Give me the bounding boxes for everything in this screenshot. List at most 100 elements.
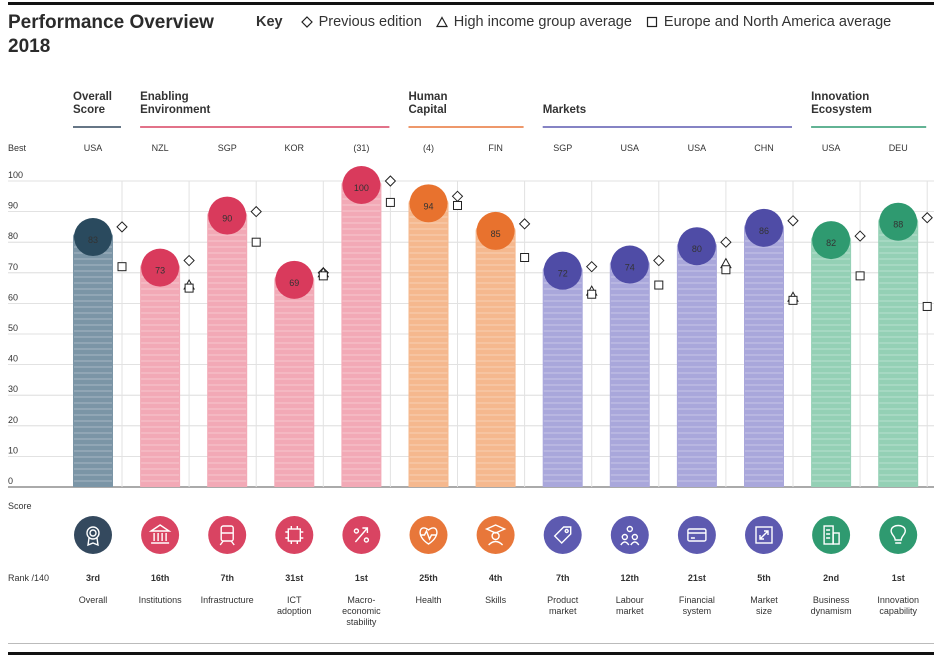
icon-glyph — [553, 526, 572, 544]
previous-edition-marker — [183, 254, 195, 267]
score-label: 72 — [558, 269, 568, 279]
best-performer: SGP — [218, 143, 237, 153]
score-label: 80 — [692, 244, 702, 254]
rank-label: 12th — [621, 573, 640, 583]
score-label: 88 — [893, 220, 903, 230]
pillar-name: adoption — [277, 606, 312, 616]
score-label: 74 — [625, 263, 635, 273]
best-performer: DEU — [889, 143, 908, 153]
europe-na-marker — [184, 283, 194, 293]
score-label: 83 — [88, 235, 98, 245]
medal-ring — [86, 526, 100, 540]
tag-hole — [564, 528, 569, 534]
rank-label: 5th — [757, 573, 771, 583]
score-label: 82 — [826, 238, 836, 248]
best-performer: KOR — [285, 143, 305, 153]
pillar-name: Macro- — [347, 595, 375, 605]
pillar-name: capability — [879, 606, 917, 616]
score-label: 69 — [289, 278, 299, 288]
score-bar — [140, 263, 181, 487]
europe-na-marker — [855, 271, 865, 281]
tag-icon — [543, 516, 582, 554]
top-rule — [8, 2, 934, 5]
y-tick-label: 60 — [8, 292, 18, 302]
pillar-name: Financial — [679, 595, 715, 605]
icon-glyph — [419, 527, 438, 545]
bottom-rule — [8, 652, 934, 655]
legend-key-label: Key — [256, 14, 283, 30]
score-bar — [475, 226, 516, 487]
icon-glyph — [484, 524, 507, 546]
cap — [484, 524, 507, 534]
group-label: Ecosystem — [811, 104, 872, 116]
person-head — [621, 533, 628, 541]
chip-body — [287, 528, 301, 542]
pillar-name: size — [756, 606, 772, 616]
group-label: Score — [73, 104, 105, 116]
best-performer: SGP — [553, 143, 572, 153]
score-bar — [609, 260, 650, 487]
square-icon — [646, 16, 658, 28]
best-performer: USA — [822, 143, 841, 153]
pillar-name: Labour — [616, 595, 644, 605]
y-tick-label: 90 — [8, 201, 18, 211]
legend-item-europe: Europe and North America average — [646, 14, 891, 30]
group-label: Overall — [73, 91, 112, 103]
medal-core — [89, 529, 97, 537]
legend-label-previous: Previous edition — [318, 14, 422, 30]
group-label: Innovation — [811, 91, 869, 103]
europe-na-marker — [654, 280, 664, 290]
score-badge — [342, 166, 381, 204]
institution-icon — [141, 516, 180, 554]
rank-label: 7th — [220, 573, 234, 583]
person-head — [626, 525, 633, 533]
pillar-name: system — [683, 606, 712, 616]
score-bar — [408, 199, 449, 488]
icon-glyph — [285, 526, 304, 544]
legend: Key Previous edition High income group a… — [256, 14, 905, 30]
best-row-label: Best — [8, 143, 27, 153]
score-label: 94 — [423, 201, 433, 211]
score-label: 100 — [354, 183, 369, 193]
y-tick-label: 40 — [8, 354, 18, 364]
score-bar — [207, 211, 248, 487]
europe-na-marker — [922, 301, 932, 311]
bottom-thin-rule — [8, 643, 934, 644]
group-label: Environment — [140, 104, 210, 116]
score-bar — [878, 217, 919, 487]
score-badge — [745, 208, 783, 247]
pillar-name: ICT — [287, 595, 302, 605]
best-performer: (4) — [423, 143, 434, 153]
graduate-icon — [476, 516, 515, 554]
best-performer: NZL — [152, 143, 169, 153]
percent-dot — [363, 537, 370, 543]
icon-glyph — [219, 525, 235, 546]
pillar-name: dynamism — [811, 606, 852, 616]
diamond-icon — [300, 16, 313, 28]
score-bar — [744, 223, 784, 487]
score-bar — [542, 266, 583, 487]
percent-dot — [353, 528, 360, 534]
train-icon — [208, 516, 247, 554]
triangle-icon — [435, 16, 448, 28]
europe-na-marker — [453, 200, 462, 210]
person-head — [631, 533, 638, 541]
y-tick-label: 100 — [8, 170, 23, 180]
rank-label: 16th — [151, 573, 170, 583]
rank-label: 21st — [688, 573, 706, 583]
score-bar — [676, 242, 717, 487]
group-label: Markets — [543, 104, 586, 116]
score-label: 86 — [759, 226, 769, 236]
bulb-shape — [890, 524, 907, 544]
icon-glyph — [620, 525, 640, 546]
score-badge — [275, 260, 314, 299]
train-detail — [219, 532, 235, 546]
chip-pins — [285, 526, 304, 544]
previous-edition-marker — [720, 236, 732, 248]
score-badge — [610, 245, 649, 284]
europe-na-marker — [721, 265, 731, 275]
previous-edition-marker — [653, 254, 665, 267]
europe-na-marker — [251, 237, 261, 247]
percent-arrow — [354, 527, 369, 543]
score-bar — [274, 275, 315, 487]
